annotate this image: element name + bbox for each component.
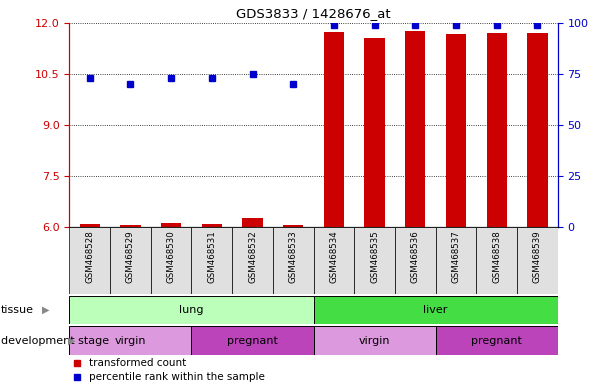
Text: percentile rank within the sample: percentile rank within the sample <box>89 372 265 382</box>
Bar <box>161 223 182 227</box>
Bar <box>527 33 548 227</box>
Bar <box>446 34 466 227</box>
FancyBboxPatch shape <box>354 227 395 294</box>
Title: GDS3833 / 1428676_at: GDS3833 / 1428676_at <box>236 7 391 20</box>
Text: lung: lung <box>179 305 204 315</box>
FancyBboxPatch shape <box>192 326 314 355</box>
Bar <box>283 225 303 227</box>
Text: GSM468536: GSM468536 <box>411 230 420 283</box>
FancyBboxPatch shape <box>69 326 192 355</box>
FancyBboxPatch shape <box>435 227 476 294</box>
FancyBboxPatch shape <box>314 326 435 355</box>
Text: GSM468538: GSM468538 <box>492 230 501 283</box>
Bar <box>364 38 385 227</box>
Text: virgin: virgin <box>115 336 146 346</box>
Text: ▶: ▶ <box>42 305 49 315</box>
Text: GSM468528: GSM468528 <box>85 230 94 283</box>
FancyBboxPatch shape <box>476 227 517 294</box>
Text: virgin: virgin <box>359 336 390 346</box>
Text: GSM468532: GSM468532 <box>248 230 257 283</box>
Text: GSM468539: GSM468539 <box>533 230 542 283</box>
FancyBboxPatch shape <box>69 227 110 294</box>
Text: GSM468531: GSM468531 <box>207 230 216 283</box>
Text: GSM468537: GSM468537 <box>452 230 461 283</box>
FancyBboxPatch shape <box>273 227 314 294</box>
Text: ▶: ▶ <box>68 336 75 346</box>
FancyBboxPatch shape <box>232 227 273 294</box>
Text: development stage: development stage <box>1 336 109 346</box>
Text: GSM468535: GSM468535 <box>370 230 379 283</box>
Bar <box>487 33 507 227</box>
FancyBboxPatch shape <box>314 227 354 294</box>
Bar <box>242 218 263 227</box>
FancyBboxPatch shape <box>314 296 558 324</box>
Bar <box>201 224 222 227</box>
FancyBboxPatch shape <box>517 227 558 294</box>
Text: GSM468534: GSM468534 <box>329 230 338 283</box>
Text: GSM468529: GSM468529 <box>126 230 135 283</box>
FancyBboxPatch shape <box>151 227 192 294</box>
Text: GSM468533: GSM468533 <box>289 230 298 283</box>
Text: transformed count: transformed count <box>89 358 186 368</box>
Text: tissue: tissue <box>1 305 34 315</box>
Bar <box>324 31 344 227</box>
FancyBboxPatch shape <box>110 227 151 294</box>
Text: GSM468530: GSM468530 <box>166 230 175 283</box>
FancyBboxPatch shape <box>69 296 314 324</box>
FancyBboxPatch shape <box>395 227 435 294</box>
Bar <box>80 224 100 227</box>
Text: pregnant: pregnant <box>472 336 522 346</box>
Bar <box>405 30 426 227</box>
FancyBboxPatch shape <box>192 227 232 294</box>
Text: liver: liver <box>423 305 448 315</box>
Text: pregnant: pregnant <box>227 336 278 346</box>
FancyBboxPatch shape <box>435 326 558 355</box>
Bar <box>120 225 140 227</box>
